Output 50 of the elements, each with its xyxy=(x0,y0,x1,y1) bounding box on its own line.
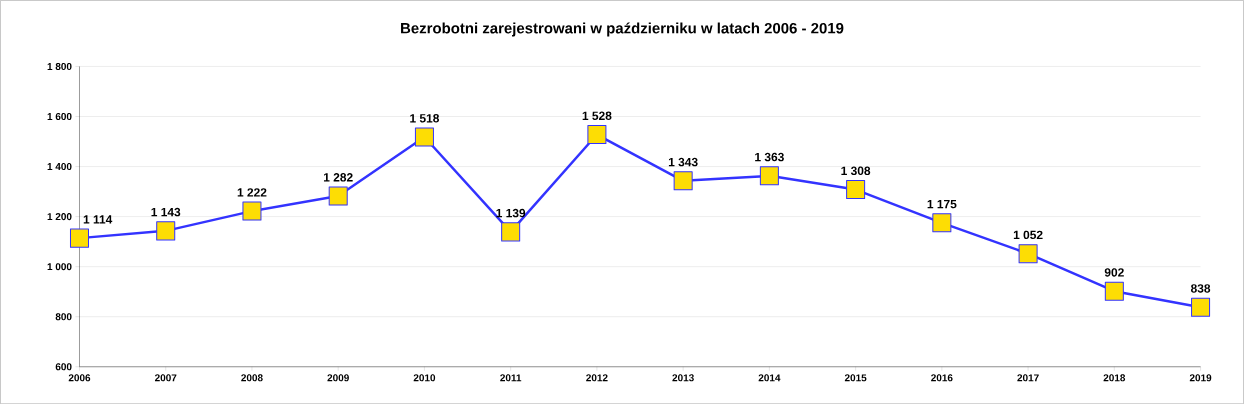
point xyxy=(501,222,521,242)
y-tick-label: 600 xyxy=(55,363,72,371)
x-tick-label: 2006 xyxy=(68,374,91,382)
data-label: 1 222 xyxy=(237,188,267,197)
x-tick-label: 2007 xyxy=(154,374,177,382)
data-label: 1 308 xyxy=(841,166,871,175)
x-tick-label: 2012 xyxy=(586,374,608,382)
data-label: 1 114 xyxy=(83,215,113,224)
point xyxy=(932,213,952,233)
point xyxy=(242,201,262,221)
data-label: 1 282 xyxy=(323,172,353,182)
point xyxy=(759,166,779,186)
point xyxy=(69,228,89,248)
x-tick-label: 2014 xyxy=(758,374,781,382)
point xyxy=(156,221,176,241)
point xyxy=(587,124,607,144)
data-label: 838 xyxy=(1190,284,1211,293)
x-tick-label: 2010 xyxy=(413,374,436,382)
y-tick-label: 1 400 xyxy=(47,162,72,170)
point xyxy=(1104,281,1124,301)
x-tick-label: 2017 xyxy=(1017,374,1039,382)
data-label: 1 528 xyxy=(582,111,612,120)
x-tick-label: 2016 xyxy=(931,374,953,382)
x-tick-label: 2015 xyxy=(844,374,867,382)
data-label: 1 363 xyxy=(755,152,784,162)
data-label: 1 343 xyxy=(668,157,698,167)
y-tick-label: 1 800 xyxy=(47,62,72,70)
data-label: 1 052 xyxy=(1013,230,1043,240)
x-tick-label: 2018 xyxy=(1103,374,1126,382)
chart-title: Bezrobotni zarejestrowani w październiku w latach 2006 - 2019 xyxy=(401,22,844,37)
data-label: 1 175 xyxy=(927,199,957,209)
point xyxy=(328,186,348,206)
data-label: 1 518 xyxy=(410,113,440,123)
y-tick-label: 1 000 xyxy=(47,263,72,271)
point xyxy=(846,179,866,199)
point xyxy=(1018,244,1038,264)
x-tick-label: 2008 xyxy=(241,374,263,382)
data-label: 1 139 xyxy=(496,208,526,218)
x-tick-label: 2013 xyxy=(672,374,694,382)
point xyxy=(1191,297,1211,317)
x-tick-label: 2019 xyxy=(1189,374,1212,382)
x-tick-label: 2009 xyxy=(327,374,349,382)
point xyxy=(414,127,434,147)
y-tick-label: 800 xyxy=(55,313,72,321)
point xyxy=(673,171,693,191)
data-label: 902 xyxy=(1104,268,1124,277)
y-tick-label: 1 600 xyxy=(47,112,72,120)
data-label: 1 143 xyxy=(151,207,181,217)
y-tick-label: 1 200 xyxy=(47,212,72,221)
x-tick-label: 2011 xyxy=(500,374,522,382)
